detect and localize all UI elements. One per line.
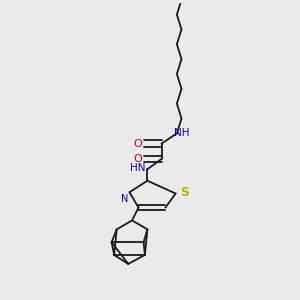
Text: O: O <box>134 139 142 148</box>
Text: N: N <box>121 194 128 203</box>
Text: NH: NH <box>174 128 190 138</box>
Text: O: O <box>134 154 142 164</box>
Text: HN: HN <box>130 163 146 173</box>
Text: S: S <box>180 186 189 199</box>
